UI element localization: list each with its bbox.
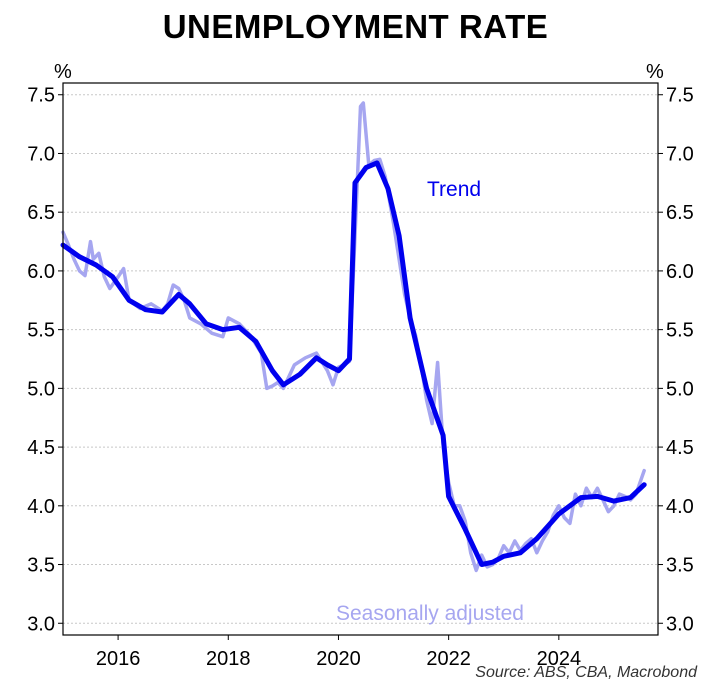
- y-tick-label-left: 4.0: [27, 496, 55, 518]
- y-tick-label-right: 3.0: [666, 613, 694, 635]
- y-unit-right: %: [646, 61, 664, 83]
- x-tick-label: 2022: [426, 648, 471, 670]
- plot-frame: [62, 82, 659, 636]
- chart-title: UNEMPLOYMENT RATE: [162, 8, 549, 45]
- seasonally-adjusted-line: [61, 101, 646, 573]
- x-tick-label: 2018: [206, 648, 251, 670]
- y-tick-label-left: 3.5: [27, 555, 55, 577]
- y-tick-label-left: 3.0: [27, 613, 55, 635]
- y-tick-label-right: 5.0: [666, 378, 694, 400]
- series-lines: [60, 101, 647, 573]
- y-tick-label-left: 7.0: [27, 143, 55, 165]
- y-tick-label-left: 6.0: [27, 261, 55, 283]
- trend-line: [60, 160, 647, 567]
- seasonally-adjusted-label: Seasonally adjusted: [336, 602, 524, 625]
- y-tick-label-left: 5.5: [27, 320, 55, 342]
- x-tick-label: 2024: [537, 648, 582, 670]
- y-tick-label-right: 7.0: [666, 143, 694, 165]
- gridlines: [63, 94, 658, 624]
- y-tick-label-right: 4.5: [666, 437, 694, 459]
- y-tick-label-left: 4.5: [27, 437, 55, 459]
- y-unit-left: %: [54, 61, 72, 83]
- y-tick-label-right: 6.0: [666, 261, 694, 283]
- trend-label: Trend: [427, 178, 481, 201]
- y-tick-label-right: 3.5: [666, 555, 694, 577]
- source-note: Source: ABS, CBA, Macrobond: [475, 664, 697, 681]
- y-tick-label-left: 7.5: [27, 85, 55, 107]
- y-tick-label-right: 6.5: [666, 202, 694, 224]
- x-tick-label: 2020: [316, 648, 361, 670]
- y-tick-label-left: 6.5: [27, 202, 55, 224]
- y-tick-label-right: 4.0: [666, 496, 694, 518]
- y-tick-label-right: 7.5: [666, 85, 694, 107]
- x-tick-label: 2016: [96, 648, 141, 670]
- y-tick-label-left: 5.0: [27, 378, 55, 400]
- y-tick-label-right: 5.5: [666, 320, 694, 342]
- tick-labels: 3.0 3.0 3.5 3.5 4.0 4.0 4.5 4.5 5.0 5.0 5.5 5.5 6.0 6…: [27, 85, 694, 670]
